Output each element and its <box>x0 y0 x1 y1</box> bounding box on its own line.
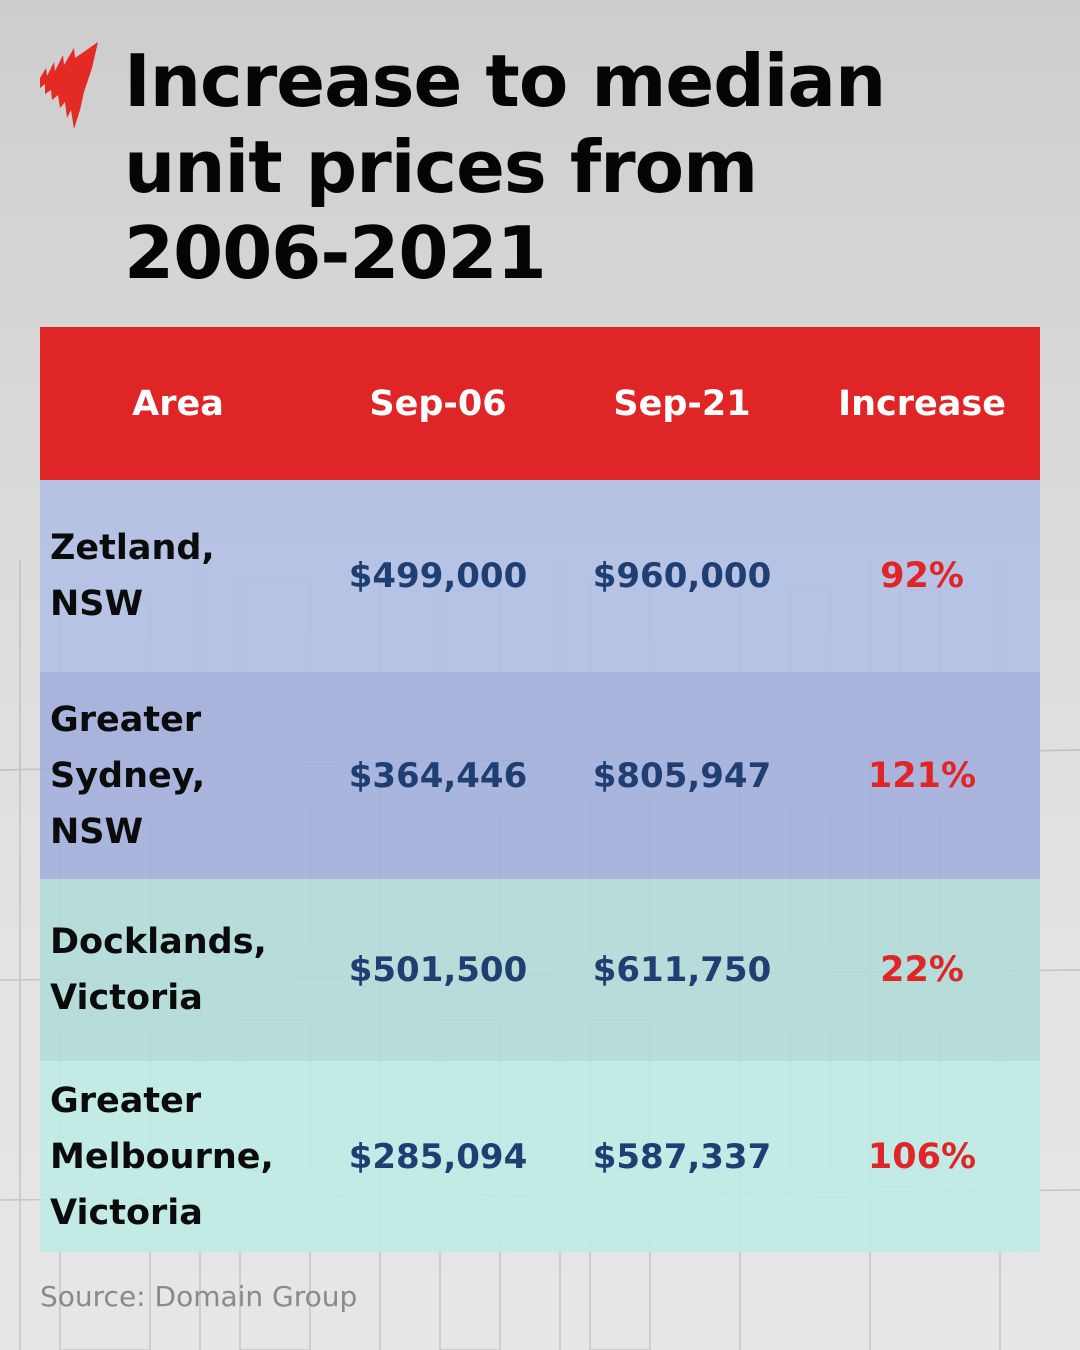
area-cell: Zetland, NSW <box>40 520 316 632</box>
increase-percent: 22% <box>880 950 964 990</box>
sbs-mosaic-logo-icon <box>40 42 98 129</box>
column-header-increase: Increase <box>838 383 1006 424</box>
area-line: Melbourne, <box>50 1136 274 1177</box>
sep21-price: $960,000 <box>592 556 772 596</box>
area-cell: Greater Melbourne, Victoria <box>40 1073 316 1241</box>
table-row: Docklands, Victoria $501,500 $611,750 22… <box>40 879 1040 1061</box>
area-line: Greater <box>50 1080 202 1121</box>
increase-percent: 106% <box>867 1136 977 1177</box>
table-row: Greater Melbourne, Victoria $285,094 $58… <box>40 1061 1040 1252</box>
table-header-row: Area Sep-06 Sep-21 Increase <box>40 327 1040 480</box>
area-line: Zetland, <box>50 528 215 568</box>
title-line: 2006-2021 <box>124 211 547 295</box>
table-row: Zetland, NSW $499,000 $960,000 92% <box>40 480 1040 672</box>
area-cell: Greater Sydney, NSW <box>40 692 316 860</box>
sep06-price: $364,446 <box>348 755 528 796</box>
area-line: Greater <box>50 699 202 740</box>
title-line: unit prices from <box>124 125 758 209</box>
increase-percent: 92% <box>880 556 964 596</box>
area-line: NSW <box>50 584 144 624</box>
area-cell: Docklands, Victoria <box>40 914 316 1026</box>
table-row: Greater Sydney, NSW $364,446 $805,947 12… <box>40 672 1040 879</box>
column-header-sep06: Sep-06 <box>369 383 507 424</box>
increase-percent: 121% <box>867 755 977 796</box>
column-header-area: Area <box>132 383 224 424</box>
price-table: Area Sep-06 Sep-21 Increase Zetland, NSW… <box>40 327 1040 1252</box>
page-title: Increase to median unit prices from 2006… <box>124 38 1024 296</box>
sep21-price: $805,947 <box>592 755 772 796</box>
sep06-price: $285,094 <box>348 1136 528 1177</box>
area-line: Sydney, <box>50 755 206 796</box>
column-header-sep21: Sep-21 <box>613 383 751 424</box>
area-line: Victoria <box>50 978 203 1018</box>
source-credit: Source: Domain Group <box>40 1280 358 1313</box>
title-line: Increase to median <box>124 39 886 123</box>
sep21-price: $587,337 <box>592 1136 772 1177</box>
sep21-price: $611,750 <box>592 950 772 990</box>
area-line: Victoria <box>50 1192 203 1233</box>
sep06-price: $501,500 <box>348 950 528 990</box>
area-line: NSW <box>50 811 144 852</box>
area-line: Docklands, <box>50 922 267 962</box>
sep06-price: $499,000 <box>348 556 528 596</box>
